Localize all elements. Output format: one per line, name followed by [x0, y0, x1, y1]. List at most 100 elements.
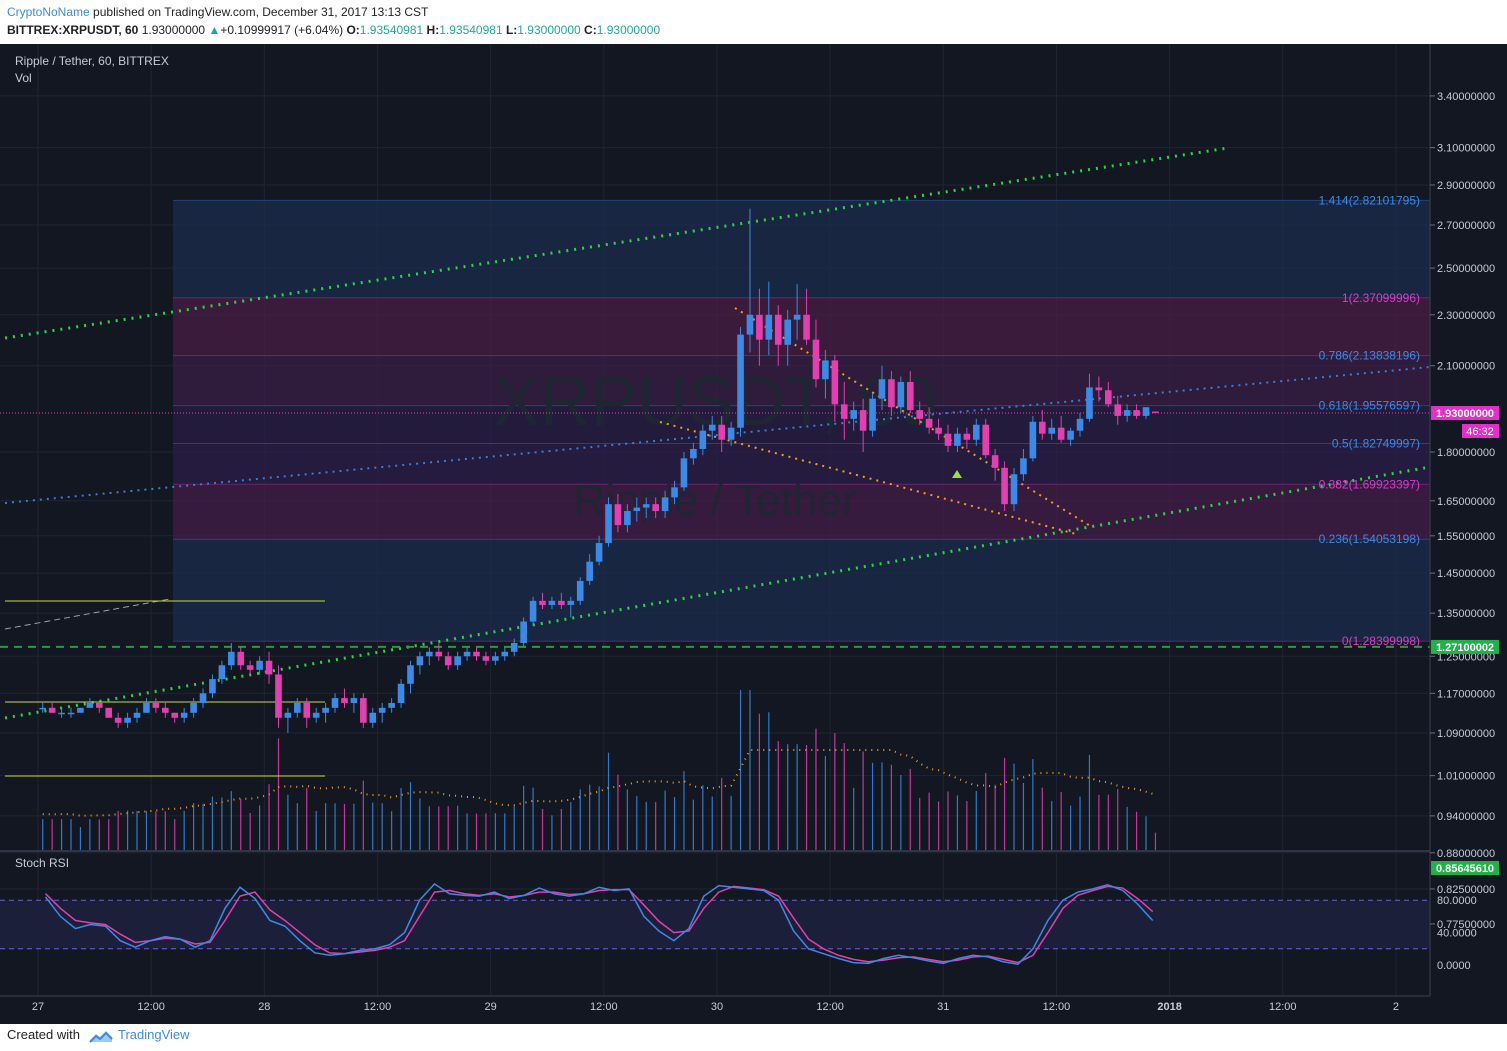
- candle-body: [435, 651, 443, 657]
- candle-body: [784, 319, 791, 345]
- stoch-tick-label: 40.0000: [1437, 928, 1477, 940]
- candle-body: [48, 707, 56, 713]
- candle-body: [652, 504, 659, 512]
- price-change: +0.10999917 (+6.04%): [220, 23, 344, 37]
- fib-level-label: 1.414(2.82101795): [1319, 193, 1420, 207]
- price-chart-svg[interactable]: XRPUSDT, 60 Ripple / Tether 1.414(2.8210…: [0, 29, 1507, 1024]
- stoch-band: [0, 900, 1430, 949]
- pane-title: Ripple / Tether, 60, BITTREX: [15, 54, 169, 68]
- candle-body: [576, 580, 584, 601]
- blue-trend-line: [4, 366, 1430, 504]
- candle-body: [708, 424, 716, 431]
- candle-body: [746, 314, 754, 335]
- candle-body: [586, 561, 593, 581]
- candle-body: [105, 707, 113, 718]
- candle-body: [426, 651, 433, 657]
- published-text: published on TradingView.com, December 3…: [93, 5, 429, 19]
- fib-zone: [173, 297, 1430, 356]
- candle-body: [378, 707, 386, 713]
- high-value: 1.93540981: [439, 23, 503, 37]
- trend-lines[interactable]: [0, 146, 1430, 868]
- candle-body: [331, 698, 339, 708]
- candlesticks[interactable]: [39, 208, 1159, 733]
- candle-body: [444, 656, 452, 666]
- candle-body: [897, 381, 905, 408]
- price-tick-label: 3.10000000: [1437, 143, 1495, 155]
- candle-body: [529, 600, 537, 622]
- time-tick-label: 2018: [1157, 1001, 1181, 1013]
- time-axis[interactable]: 27 12:00 28 12:00 29 12:00 30 12:00 31 12:00 2018 1…: [32, 1001, 1399, 1013]
- chart-container[interactable]: XRPUSDT, 60 Ripple / Tether 1.414(2.8210…: [0, 29, 1507, 1024]
- candle-body: [67, 712, 75, 715]
- candle-body: [482, 656, 490, 661]
- open-value: 1.93540981: [359, 23, 424, 37]
- candle-body: [218, 665, 226, 680]
- candle-body: [972, 424, 980, 440]
- time-tick-label: 12:00: [590, 1001, 618, 1013]
- candle-body: [1152, 411, 1159, 414]
- candle-body: [58, 712, 65, 715]
- candle-body: [1095, 387, 1103, 391]
- price-tick-label: 1.45000000: [1437, 568, 1495, 580]
- candle-body: [982, 424, 990, 456]
- price-tick-label: 0.88000000: [1437, 848, 1495, 860]
- candle-body: [831, 360, 839, 405]
- fib-zone: [173, 539, 1430, 642]
- price-tick-label: 1.25000000: [1437, 651, 1495, 663]
- candle-body: [548, 600, 556, 605]
- low-value: 1.93000000: [517, 23, 581, 37]
- candle-body: [633, 507, 641, 512]
- time-tick-label: 27: [32, 1001, 44, 1013]
- candle-body: [1057, 427, 1065, 440]
- publication-header: CryptoNoName published on TradingView.co…: [0, 0, 1507, 44]
- tradingview-logo-icon[interactable]: [88, 1026, 114, 1046]
- symbol-quote-line: BITTREX:XRPUSDT, 60 1.93000000 ▲+0.10999…: [7, 23, 660, 37]
- price-tags: 1.93000000 1.27100002 0.85645610 46:32: [1431, 406, 1499, 875]
- tradingview-link[interactable]: TradingView: [118, 1027, 190, 1042]
- close-value: 1.93000000: [596, 23, 661, 37]
- time-tick-label: 2: [1393, 1001, 1399, 1013]
- candle-body: [793, 314, 801, 320]
- price-tick-label: 3.40000000: [1437, 91, 1495, 103]
- candle-body: [133, 712, 141, 718]
- candle-body: [124, 717, 131, 723]
- author-link[interactable]: CryptoNoName: [7, 5, 90, 19]
- open-label: O:: [346, 23, 360, 37]
- candle-body: [294, 702, 301, 713]
- fib-level-label: 0.786(2.13838196): [1319, 349, 1420, 363]
- candle-body: [1123, 410, 1131, 416]
- stoch-tick-label: 80.0000: [1437, 895, 1477, 907]
- price-tick-label: 1.35000000: [1437, 608, 1495, 620]
- candle-body: [114, 717, 122, 723]
- candle-body: [143, 702, 150, 713]
- candle-body: [312, 712, 320, 718]
- support-price-tag: 1.27100002: [1436, 642, 1494, 654]
- candle-body: [265, 660, 273, 675]
- candle-body: [671, 487, 678, 498]
- fib-zone: [173, 405, 1430, 444]
- candle-body: [822, 360, 829, 380]
- candle-body: [906, 381, 914, 411]
- current-price-tag: 1.93000000: [1436, 408, 1494, 420]
- candle-body: [501, 651, 509, 657]
- fib-level-label: 0.382(1.69923397): [1319, 477, 1420, 491]
- candle-body: [1105, 390, 1112, 405]
- candle-body: [774, 314, 782, 345]
- candle-body: [256, 660, 263, 670]
- price-tick-label: 1.01000000: [1437, 771, 1495, 783]
- current-price-tag-bg: [1431, 406, 1499, 420]
- fibonacci-zones: [173, 199, 1430, 642]
- candle-body: [1067, 430, 1074, 440]
- candle-body: [539, 600, 546, 605]
- fib-zone: [173, 443, 1430, 485]
- candle-body: [180, 712, 188, 718]
- candle-body: [840, 404, 848, 419]
- gray-dashed-line: [4, 598, 171, 630]
- candle-body: [812, 339, 820, 380]
- time-tick-label: 30: [711, 1001, 723, 1013]
- candle-body: [737, 334, 744, 428]
- candle-body: [520, 621, 527, 643]
- candle-body: [275, 674, 282, 718]
- candle-body: [859, 410, 867, 431]
- candle-body: [39, 707, 47, 710]
